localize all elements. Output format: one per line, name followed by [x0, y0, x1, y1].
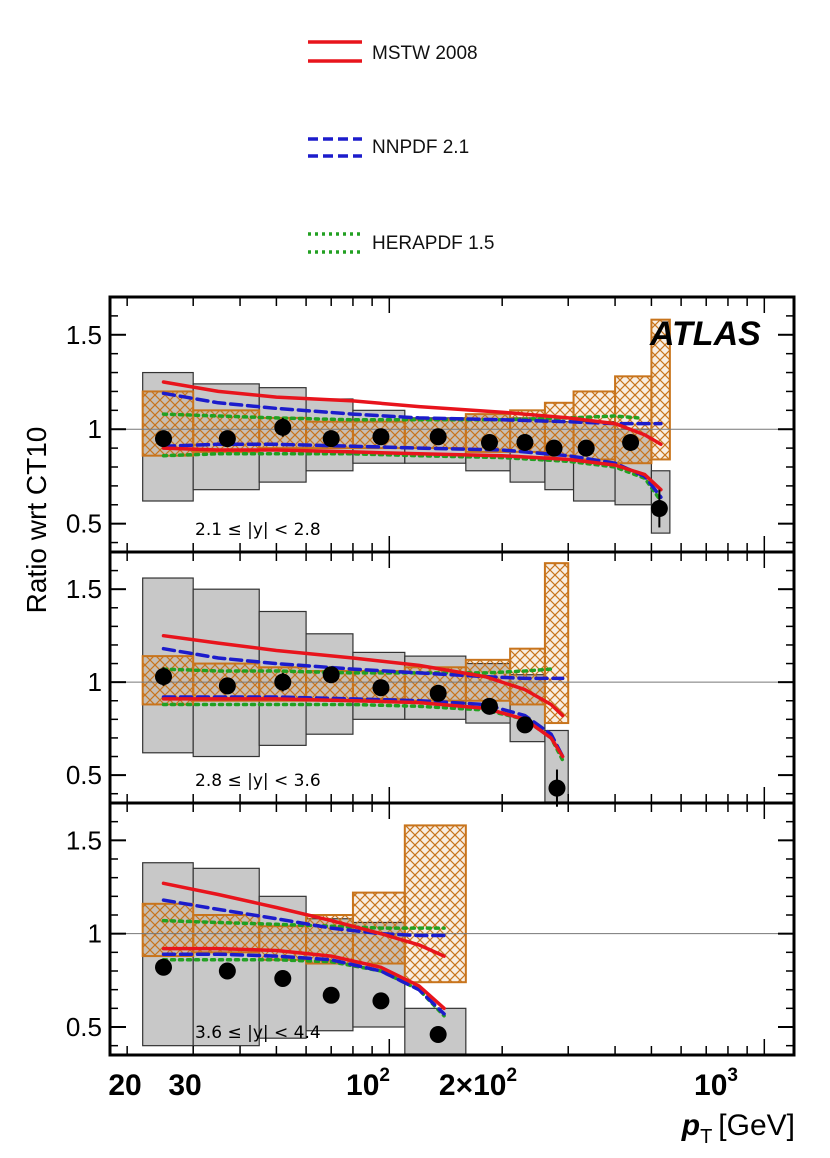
- data-point: [429, 684, 447, 702]
- mstw-upper-curve: [161, 881, 446, 958]
- legend-entry-mstw: MSTW 2008: [308, 40, 478, 64]
- data-point: [322, 986, 340, 1004]
- data-point: [322, 666, 340, 684]
- data-point: [372, 992, 390, 1010]
- data-point: [372, 428, 390, 446]
- data-point: [372, 679, 390, 697]
- mstw-upper-curve: [161, 380, 663, 447]
- nnpdf-lower-curve: [161, 952, 446, 1016]
- data-point: [155, 668, 173, 686]
- nnpdf-upper-curve: [161, 646, 565, 681]
- legend-entry-hera: HERAPDF 1.5: [308, 232, 494, 254]
- x-tick-labels: 20 30 102 2×102 103: [108, 1065, 738, 1102]
- y-tick-label: 1: [88, 667, 102, 697]
- legend: MSTW 2008 NNPDF 2.1 HERAPDF 1.5: [308, 40, 494, 254]
- data-point: [577, 439, 595, 457]
- legend-entry-nnpdf: NNPDF 2.1: [308, 137, 469, 158]
- theory-band-bin: [403, 824, 467, 984]
- x-tick-label-20: 20: [108, 1069, 141, 1102]
- theory-band-bin: [464, 658, 512, 702]
- data-point: [650, 500, 668, 518]
- legend-label-hera: HERAPDF 1.5: [372, 233, 494, 254]
- y-tick-label: 0.5: [66, 1012, 102, 1042]
- data-point: [274, 969, 292, 987]
- theory-band-bin: [543, 562, 570, 725]
- x-tick-label-100: 102: [346, 1065, 390, 1102]
- data-point: [218, 430, 236, 448]
- data-point: [429, 428, 447, 446]
- herapdf-lower-curve: [161, 452, 663, 503]
- data-point: [545, 439, 563, 457]
- herapdf-upper-curve: [161, 918, 446, 930]
- y-tick-label: 0.5: [66, 509, 102, 539]
- y-axis-label: Ratio wrt CT10: [21, 427, 52, 614]
- data-point: [516, 716, 534, 734]
- nnpdf-upper-curve: [161, 898, 446, 938]
- data-point: [218, 677, 236, 695]
- x-tick-label-30: 30: [168, 1069, 201, 1102]
- x-tick-label-100-exp: 2: [379, 1065, 390, 1086]
- herapdf-upper-curve: [161, 412, 640, 422]
- panel-rapidity-2: 0.5 1 1.5 2.8 ≤ |y| < 3.6: [66, 552, 794, 807]
- x-tick-label-1000-base: 10: [694, 1069, 727, 1102]
- data-point: [480, 697, 498, 715]
- data-point: [274, 673, 292, 691]
- panel-rapidity-1: 0.5 1 1.5 2.1 ≤ |y| < 2.8: [66, 297, 794, 552]
- nnpdf-lower-curve: [161, 695, 565, 759]
- x-tick-label-200-exp: 2: [507, 1065, 518, 1086]
- x-tick-label-1000: 103: [694, 1065, 738, 1102]
- legend-label-mstw: MSTW 2008: [372, 43, 478, 64]
- y-tick-label: 1: [88, 414, 102, 444]
- data-point: [155, 430, 173, 448]
- x-tick-label-100-base: 10: [346, 1069, 379, 1102]
- y-tick-label: 1.5: [66, 574, 102, 604]
- mstw-lower-curve: [161, 697, 565, 759]
- legend-label-nnpdf: NNPDF 2.1: [372, 137, 469, 158]
- mstw-upper-curve: [161, 633, 565, 718]
- data-point: [429, 1025, 447, 1043]
- plot-frame: [108, 295, 796, 1057]
- mstw-lower-curve: [161, 446, 663, 492]
- data-point: [548, 779, 566, 797]
- mstw-lower-curve: [161, 946, 446, 1011]
- panel-rapidity-3: 0.5 1 1.5 3.6 ≤ |y| < 4.4: [66, 803, 794, 1055]
- data-point: [218, 962, 236, 980]
- x-axis-label-sub: T: [700, 1126, 712, 1148]
- x-axis-label-unit: [GeV]: [718, 1109, 795, 1142]
- data-point: [155, 958, 173, 976]
- y-tick-label: 1.5: [66, 825, 102, 855]
- data-point: [622, 433, 640, 451]
- herapdf-upper-curve: [161, 667, 553, 675]
- data-point: [516, 433, 534, 451]
- x-tick-label-200-base: 2×10: [439, 1069, 507, 1102]
- data-point: [480, 433, 498, 451]
- nnpdf-upper-curve: [161, 391, 663, 426]
- y-tick-label: 0.5: [66, 760, 102, 790]
- data-point: [322, 430, 340, 448]
- x-tick-label-200: 2×102: [439, 1065, 517, 1102]
- y-tick-label: 1: [88, 919, 102, 949]
- x-axis-label: pT [GeV]: [681, 1109, 795, 1148]
- rapidity-range-label: 3.6 ≤ |y| < 4.4: [195, 1023, 321, 1043]
- rapidity-range-label: 2.8 ≤ |y| < 3.6: [195, 771, 321, 791]
- y-tick-label: 1.5: [66, 320, 102, 350]
- theory-band-bin: [509, 647, 546, 706]
- x-tick-label-1000-exp: 3: [727, 1065, 738, 1086]
- x-axis-label-main: p: [681, 1109, 700, 1142]
- rapidity-range-label: 2.1 ≤ |y| < 2.8: [195, 520, 321, 540]
- data-point: [274, 418, 292, 436]
- experiment-label: ATLAS: [649, 315, 761, 353]
